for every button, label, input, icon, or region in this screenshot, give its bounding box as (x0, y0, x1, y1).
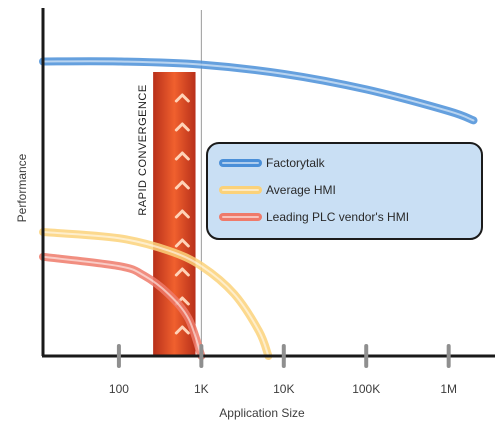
band-label: RAPID CONVERGENCE (137, 84, 149, 215)
x-ticks-layer: 100 1K 10K 100K 1M (109, 344, 457, 396)
legend-item: Leading PLC vendor's HMI (219, 210, 409, 224)
x-tick-label: 100 (109, 382, 129, 396)
x-tick-label: 1M (440, 382, 457, 396)
convergence-band (153, 72, 196, 356)
x-axis-label: Application Size (219, 406, 305, 420)
legend-items: Factorytalk Average HMI Leading PLC vendor… (219, 156, 409, 224)
legend: Factorytalk Average HMI Leading PLC vendor… (206, 142, 483, 240)
x-tick-label: 100K (352, 382, 380, 396)
series-line (39, 228, 273, 360)
legend-label: Average HMI (266, 183, 336, 197)
legend-label: Leading PLC vendor's HMI (266, 210, 409, 224)
legend-item: Average HMI (219, 183, 336, 197)
band-chevron (174, 325, 190, 335)
legend-label: Factorytalk (266, 156, 326, 170)
band-chevron (174, 209, 190, 219)
convergence-band-layer: RAPID CONVERGENCE (137, 72, 196, 356)
band-chevron (174, 93, 190, 103)
series-layer (39, 57, 478, 360)
band-chevron (174, 180, 190, 190)
legend-item: Factorytalk (219, 156, 326, 170)
band-chevron (174, 151, 190, 161)
band-chevron (174, 267, 190, 277)
x-tick-label: 10K (273, 382, 294, 396)
band-chevron (174, 238, 190, 248)
series-line (39, 252, 206, 360)
band-chevron (174, 122, 190, 132)
legend-box (206, 142, 483, 240)
x-tick-label: 1K (194, 382, 209, 396)
y-axis-label: Performance (15, 153, 29, 222)
series-line (39, 57, 478, 125)
